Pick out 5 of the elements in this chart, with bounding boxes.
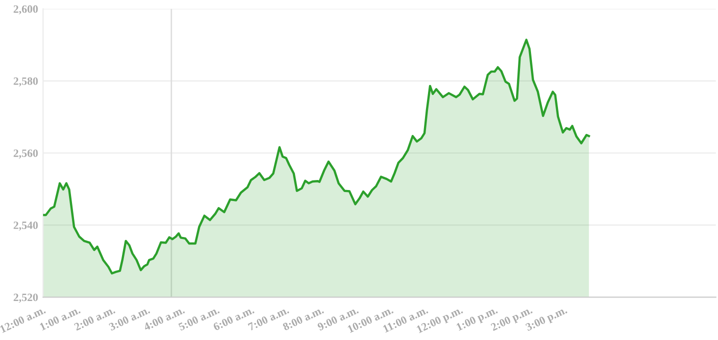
y-tick-label: 2,520: [14, 294, 38, 303]
y-tick-label: 2,540: [14, 222, 38, 231]
y-tick-label: 2,580: [14, 77, 38, 86]
y-tick-label: 2,560: [14, 149, 38, 159]
y-tick-label: 2,600: [14, 5, 38, 14]
